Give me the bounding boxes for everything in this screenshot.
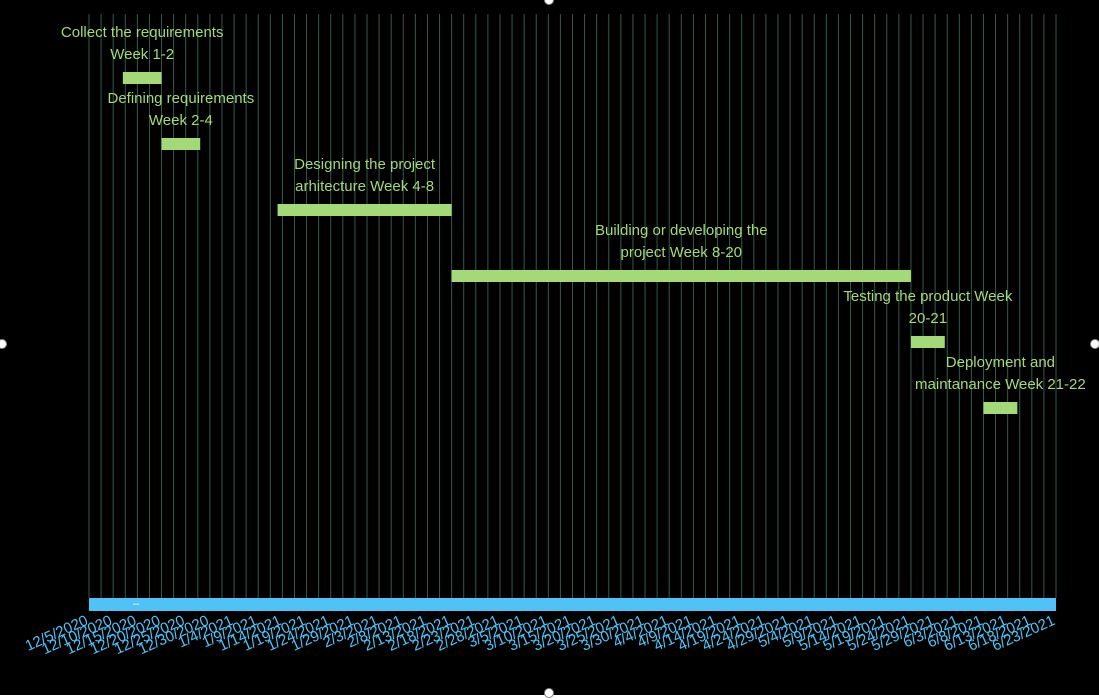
resize-handle-bottom[interactable] bbox=[544, 688, 554, 698]
task-bar[interactable] bbox=[161, 138, 201, 150]
task-label-line2: project Week 8-20 bbox=[621, 244, 742, 261]
task-bar[interactable] bbox=[451, 270, 911, 282]
task-label-line1: Designing the project bbox=[294, 156, 436, 173]
task-label-line1: Testing the product Week bbox=[843, 288, 1012, 305]
task-labels: Collect the requirements Week 1-2 Defining… bbox=[61, 24, 1086, 393]
task-label-line2: maintanance Week 21-22 bbox=[915, 376, 1086, 393]
task-label-line2: arhitecture Week 4-8 bbox=[295, 178, 434, 195]
task-label-line2: Week 1-2 bbox=[110, 46, 174, 63]
task-bar[interactable] bbox=[277, 204, 452, 216]
timeline-axis: – bbox=[89, 598, 1056, 611]
task-label-line1: Collect the requirements bbox=[61, 24, 224, 41]
gridlines bbox=[88, 14, 1057, 598]
resize-handle-left[interactable] bbox=[0, 339, 7, 349]
task-label-line1: Defining requirements bbox=[107, 90, 254, 107]
timeline-bar bbox=[89, 598, 1056, 611]
task-bar[interactable] bbox=[910, 336, 945, 348]
task-bar[interactable] bbox=[122, 72, 162, 84]
timeline-marker: – bbox=[133, 598, 140, 610]
task-label-line1: Deployment and bbox=[946, 354, 1055, 371]
task-label-line2: 20-21 bbox=[909, 310, 947, 327]
tick-labels: 12/5/202012/10/202012/15/202012/20/20201… bbox=[23, 612, 1058, 658]
resize-handle-right[interactable] bbox=[1090, 339, 1099, 349]
task-label-line1: Building or developing the bbox=[595, 222, 768, 239]
task-bars bbox=[122, 72, 1018, 414]
task-bar[interactable] bbox=[983, 402, 1018, 414]
task-label-line2: Week 2-4 bbox=[149, 112, 213, 129]
